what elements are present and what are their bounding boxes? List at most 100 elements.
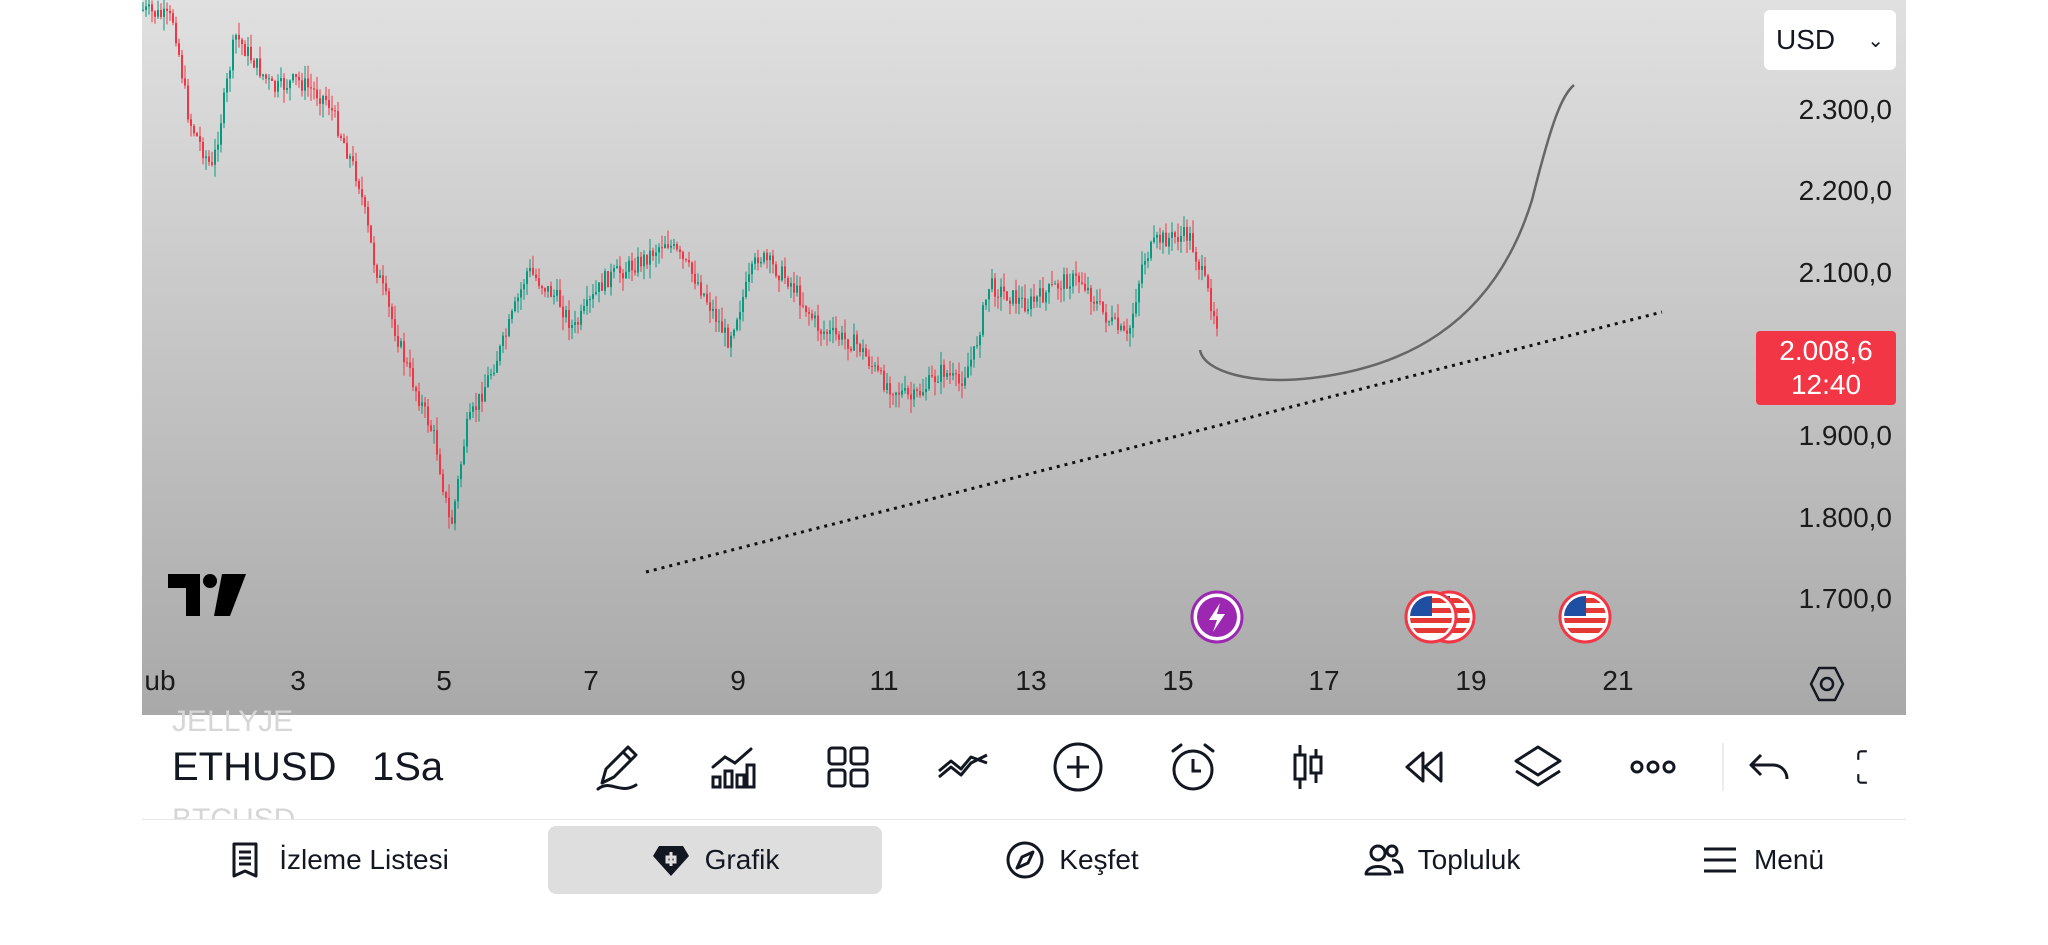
candle-body xyxy=(937,381,939,383)
indicators-button[interactable] xyxy=(703,737,763,797)
indicators-icon xyxy=(711,747,756,789)
candle-body xyxy=(1174,232,1176,238)
drawing-tool-button[interactable] xyxy=(588,737,648,797)
candle-body xyxy=(907,388,909,395)
candle-body xyxy=(196,133,198,137)
price-label: 1.700,0 xyxy=(1798,583,1892,614)
nav-watchlist-label: İzleme Listesi xyxy=(279,844,449,875)
candle-body xyxy=(550,285,552,297)
candle-body xyxy=(313,88,315,90)
candle-body xyxy=(709,302,711,311)
chart-toolbar: JELLYJE ETHUSD BTCUSD 1Sa xyxy=(142,705,1906,836)
candle-body xyxy=(655,252,657,257)
lightning-event-icon[interactable] xyxy=(1190,590,1244,644)
candle-body xyxy=(1162,232,1164,243)
candle-body xyxy=(514,301,516,311)
candle-body xyxy=(568,309,570,329)
candle-body xyxy=(889,383,891,395)
nav-community[interactable]: Topluluk xyxy=(1292,826,1592,894)
candle-body xyxy=(667,244,669,248)
currency-select[interactable]: USD ⌄ xyxy=(1764,10,1896,70)
chart-settings-icon[interactable] xyxy=(1807,664,1847,704)
candle-body xyxy=(427,406,429,426)
candle-body xyxy=(748,274,750,282)
candle-body xyxy=(595,292,597,295)
candle-body xyxy=(877,365,879,371)
candle-body xyxy=(835,327,837,335)
candle-body xyxy=(589,299,591,301)
candle-body xyxy=(304,78,306,91)
candle-body xyxy=(355,161,357,182)
candle-body xyxy=(364,197,366,207)
add-button[interactable] xyxy=(1048,737,1108,797)
symbol-selector[interactable]: ETHUSD xyxy=(172,745,337,789)
price-label: 1.800,0 xyxy=(1798,502,1892,533)
object-tree-button[interactable] xyxy=(1508,737,1568,797)
candle-body xyxy=(853,334,855,351)
candle-body xyxy=(325,95,327,100)
nav-menu-label: Menü xyxy=(1753,844,1825,875)
us-flag-event-icon[interactable] xyxy=(1404,590,1458,644)
nav-chart[interactable]: Grafik xyxy=(548,826,882,894)
candle-body xyxy=(400,341,402,347)
candle-body xyxy=(886,383,888,390)
nav-explore[interactable]: Keşfet xyxy=(932,826,1212,894)
trend-line[interactable] xyxy=(645,310,1663,574)
undo-button[interactable] xyxy=(1739,737,1799,797)
more-button[interactable] xyxy=(1623,737,1683,797)
candle-body xyxy=(778,276,780,281)
candle-body xyxy=(883,370,885,390)
pencil-icon xyxy=(596,745,638,791)
candle-body xyxy=(1135,302,1137,314)
candle-body xyxy=(961,383,963,386)
price-chart[interactable] xyxy=(142,0,1906,715)
candle-body xyxy=(1036,296,1038,302)
candle-body xyxy=(865,348,867,357)
candle-body xyxy=(253,60,255,68)
candle-body xyxy=(478,393,480,410)
candle-body xyxy=(958,374,960,384)
candle-body xyxy=(1186,227,1188,241)
projection-curve[interactable] xyxy=(1198,84,1575,382)
candle-body xyxy=(538,278,540,287)
candle-body xyxy=(142,9,144,11)
candle-body xyxy=(934,376,936,383)
candle-body xyxy=(823,331,825,334)
price-label: 1.900,0 xyxy=(1798,420,1892,451)
date-label: 5 xyxy=(436,665,452,696)
layouts-button[interactable] xyxy=(818,737,878,797)
fullscreen-icon xyxy=(1857,750,1867,784)
chart-type-button[interactable] xyxy=(1278,737,1338,797)
candle-body xyxy=(1144,261,1146,265)
candle-body xyxy=(1120,325,1122,330)
candle-body xyxy=(268,78,270,80)
candle-body xyxy=(760,261,762,264)
replay-button[interactable] xyxy=(1393,737,1453,797)
interval-selector[interactable]: 1Sa xyxy=(372,745,444,789)
candle-body xyxy=(361,189,363,198)
candle-body xyxy=(352,156,354,162)
chart-diamond-icon xyxy=(652,846,689,876)
candle-body xyxy=(250,46,252,61)
candle-body xyxy=(508,319,510,337)
candle-body xyxy=(982,305,984,335)
candle-body xyxy=(457,479,459,502)
chart-area[interactable]: USD ⌄ 2.300,0 2.200,0 2.100,0 1.900,0 1.… xyxy=(142,0,1906,715)
candle-body xyxy=(859,343,861,353)
candle-body xyxy=(193,125,195,134)
candle-body xyxy=(484,386,486,402)
compare-button[interactable] xyxy=(933,737,993,797)
nav-community-label: Topluluk xyxy=(1417,844,1521,875)
us-flag-event-icon[interactable] xyxy=(1558,590,1612,644)
candle-body xyxy=(343,137,345,144)
alert-button[interactable] xyxy=(1163,737,1223,797)
candle-body xyxy=(646,254,648,265)
candle-body xyxy=(676,243,678,250)
candle-body xyxy=(904,388,906,391)
nav-menu[interactable]: Menü xyxy=(1662,826,1862,894)
nav-watchlist[interactable]: İzleme Listesi xyxy=(182,826,492,894)
fullscreen-button[interactable] xyxy=(1854,737,1894,797)
candle-body xyxy=(919,390,921,396)
candle-body xyxy=(397,335,399,347)
candle-body xyxy=(448,497,450,518)
